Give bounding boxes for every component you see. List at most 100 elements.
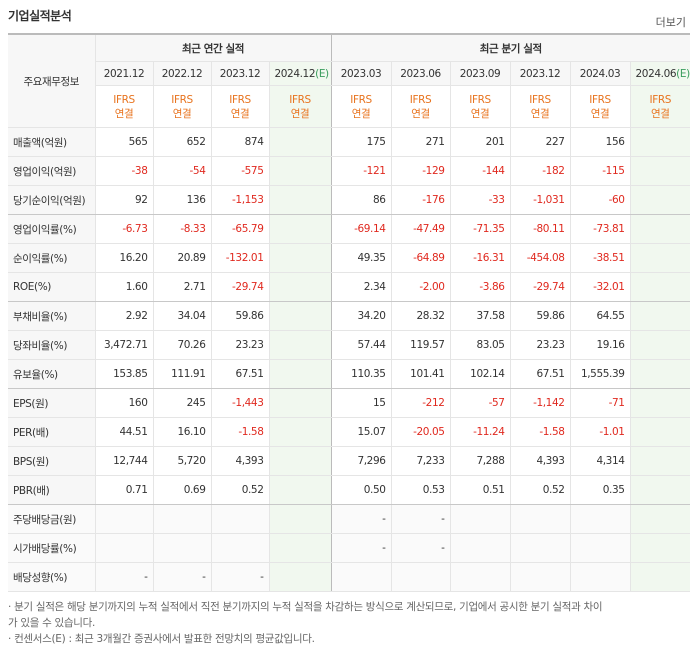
period-header: 2021.12 (94, 61, 153, 86)
scope: 연결 (651, 107, 670, 120)
period: 2024.12 (274, 67, 316, 80)
value-cell: 153.85 (94, 359, 153, 389)
data-row: 시가배당률(%) - - (8, 533, 691, 563)
value-cell (94, 504, 153, 534)
value-cell (629, 127, 691, 157)
data-row: EPS(원) 160 245 -1,443 15 -212 -57 -1,142 -71 (8, 388, 691, 418)
value-cell: -38 (94, 156, 153, 186)
value-cell (268, 272, 332, 302)
row-label: 시가배당률(%) (8, 533, 95, 563)
standard: IFRS (171, 93, 193, 106)
value-cell: 16.10 (152, 417, 211, 447)
value-cell: 136 (152, 185, 211, 215)
value-cell: 102.14 (449, 359, 511, 389)
value-cell (268, 417, 332, 447)
value-cell: 4,393 (210, 446, 269, 476)
data-row: 유보율(%) 153.85 111.91 67.51 110.35 101.41 102.1… (8, 359, 691, 389)
value-cell: 34.20 (330, 301, 392, 331)
value-cell: 57.44 (330, 330, 392, 360)
value-cell (94, 533, 153, 563)
note: · 분기 실적은 해당 분기까지의 누적 실적에서 직전 분기까지의 누적 실적… (8, 601, 603, 629)
value-cell: 101.41 (390, 359, 451, 389)
value-cell: 7,233 (390, 446, 451, 476)
data-row: 매출액(억원) 565 652 874 175 271 201 227 156 (8, 127, 691, 157)
value-cell: -454.08 (509, 243, 571, 273)
period: 2023.09 (459, 67, 501, 80)
value-cell: 2.34 (330, 272, 392, 302)
data-row: 영업이익(억원) -38 -54 -575 -121 -129 -144 -182 -115 (8, 156, 691, 186)
accounting-row: IFRS 연결 IFRS 연결 IFRS 연결 IFRS 연결 IFRS 연결 IFRS 연결 IFRS… (8, 85, 691, 128)
value-cell: 0.51 (449, 475, 511, 505)
value-cell: -16.31 (449, 243, 511, 273)
value-cell: 111.91 (152, 359, 211, 389)
value-cell: -6.73 (94, 214, 153, 244)
value-cell (390, 562, 451, 592)
value-cell: -144 (449, 156, 511, 186)
value-cell: - (330, 533, 392, 563)
period: 2023.12 (519, 67, 561, 80)
value-cell: 156 (569, 127, 631, 157)
value-cell: 4,314 (569, 446, 631, 476)
value-cell (629, 475, 691, 505)
value-cell (268, 504, 332, 534)
row-label: 당기순이익(억원) (8, 185, 95, 215)
value-cell (629, 243, 691, 273)
value-cell: 67.51 (210, 359, 269, 389)
value-cell: 2.71 (152, 272, 211, 302)
period-header: 2023.09 (449, 61, 511, 86)
value-cell (268, 446, 332, 476)
period: 2024.06 (635, 67, 677, 80)
value-cell: 34.04 (152, 301, 211, 331)
value-cell: 4,393 (509, 446, 571, 476)
value-cell: 0.69 (152, 475, 211, 505)
data-row: 순이익률(%) 16.20 20.89 -132.01 49.35 -64.89 -16.3… (8, 243, 691, 273)
data-row: 주당배당금(원) - - (8, 504, 691, 534)
row-label: 유보율(%) (8, 359, 95, 389)
scope: 연결 (290, 107, 310, 120)
scope: 연결 (351, 107, 371, 120)
value-cell: 1.60 (94, 272, 153, 302)
section-title: 기업실적분석 (8, 9, 72, 23)
data-row: ROE(%) 1.60 2.71 -29.74 2.34 -2.00 -3.86 -29.74… (8, 272, 691, 302)
scope: 연결 (172, 107, 192, 120)
value-cell: -32.01 (569, 272, 631, 302)
value-cell (629, 272, 691, 302)
value-cell (268, 127, 332, 157)
estimate-mark: (E) (315, 67, 329, 80)
value-cell (268, 301, 332, 331)
period-header: 2023.06 (390, 61, 451, 86)
scope: 연결 (530, 107, 550, 120)
scope: 연결 (411, 107, 430, 120)
value-cell (509, 533, 571, 563)
period-row: 2021.12 2022.12 2023.12 2024.12(E) 2023.03 20… (8, 61, 691, 86)
value-cell: 110.35 (330, 359, 392, 389)
row-label: 영업이익률(%) (8, 214, 95, 244)
value-cell (152, 533, 211, 563)
standard: IFRS (229, 93, 251, 106)
group-header: 최근 연간 실적 (94, 33, 332, 62)
value-cell: -3.86 (449, 272, 511, 302)
value-cell: 175 (330, 127, 392, 157)
financial-table: 주요재무정보 최근 연간 실적 최근 분기 실적 2021.12 2022.12 2023… (8, 33, 691, 592)
value-cell: -1.58 (210, 417, 269, 447)
value-cell (629, 446, 691, 476)
value-cell (629, 156, 691, 186)
value-cell (152, 504, 211, 534)
value-cell (210, 504, 269, 534)
value-cell (629, 301, 691, 331)
period-header: 2024.06(E) (629, 61, 691, 86)
more-link[interactable]: 더보기 (655, 16, 686, 29)
value-cell (569, 533, 631, 563)
value-cell: 5,720 (152, 446, 211, 476)
period-header: 2023.03 (330, 61, 392, 86)
value-cell (268, 475, 332, 505)
value-cell: - (210, 562, 269, 592)
period-header: 2023.12 (210, 61, 269, 86)
value-cell: 1,555.39 (569, 359, 631, 389)
row-label: 순이익률(%) (8, 243, 95, 273)
value-cell (569, 562, 631, 592)
value-cell: 0.52 (509, 475, 571, 505)
value-cell: -575 (210, 156, 269, 186)
value-cell: 59.86 (509, 301, 571, 331)
value-cell (509, 504, 571, 534)
